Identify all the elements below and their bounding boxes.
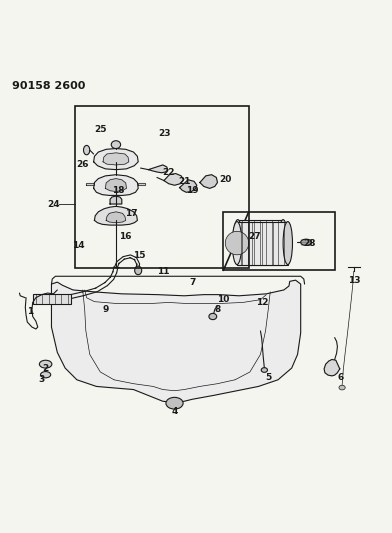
Polygon shape	[324, 359, 340, 376]
Ellipse shape	[278, 220, 288, 265]
Ellipse shape	[166, 398, 183, 409]
Text: 8: 8	[214, 305, 221, 314]
Ellipse shape	[232, 222, 242, 264]
Ellipse shape	[111, 141, 121, 149]
Ellipse shape	[233, 220, 243, 265]
Text: 16: 16	[120, 232, 132, 241]
Ellipse shape	[209, 313, 217, 320]
Polygon shape	[200, 175, 218, 188]
Ellipse shape	[261, 368, 267, 373]
Polygon shape	[86, 183, 94, 185]
Ellipse shape	[232, 232, 237, 237]
Ellipse shape	[232, 248, 237, 252]
Text: 9: 9	[103, 305, 109, 314]
Text: 19: 19	[186, 186, 198, 195]
Text: 12: 12	[256, 298, 269, 307]
Text: 3: 3	[38, 375, 45, 384]
Polygon shape	[106, 212, 126, 223]
Text: 2: 2	[42, 364, 49, 373]
Ellipse shape	[135, 266, 142, 274]
Polygon shape	[105, 179, 127, 191]
Polygon shape	[103, 153, 129, 165]
Text: 13: 13	[348, 276, 361, 285]
Ellipse shape	[232, 230, 253, 255]
Ellipse shape	[225, 231, 249, 255]
Ellipse shape	[39, 360, 52, 368]
Polygon shape	[164, 174, 183, 185]
Bar	[75, 107, 249, 269]
Text: 22: 22	[162, 168, 175, 177]
Polygon shape	[94, 206, 138, 225]
Text: 90158 2600: 90158 2600	[13, 81, 86, 91]
Text: 1: 1	[27, 307, 33, 316]
Polygon shape	[94, 149, 138, 169]
Ellipse shape	[301, 239, 312, 245]
Text: 28: 28	[303, 239, 316, 247]
Text: 14: 14	[73, 240, 85, 249]
Ellipse shape	[232, 240, 237, 244]
Text: 4: 4	[171, 407, 178, 416]
Polygon shape	[180, 180, 197, 192]
Bar	[223, 212, 335, 270]
Text: 5: 5	[265, 373, 271, 382]
Polygon shape	[94, 175, 138, 196]
Text: 21: 21	[178, 177, 191, 186]
Text: 15: 15	[133, 252, 145, 261]
Ellipse shape	[40, 372, 51, 378]
Polygon shape	[148, 165, 168, 173]
Bar	[237, 222, 288, 264]
Text: 10: 10	[217, 295, 230, 304]
Text: 11: 11	[156, 266, 169, 276]
Text: 17: 17	[125, 209, 138, 219]
Polygon shape	[138, 183, 145, 185]
Text: 27: 27	[248, 232, 261, 241]
Polygon shape	[110, 196, 122, 204]
Text: 23: 23	[158, 129, 171, 138]
Text: 24: 24	[47, 199, 60, 208]
Text: 18: 18	[112, 186, 124, 195]
Ellipse shape	[283, 222, 292, 264]
Bar	[238, 220, 283, 265]
Text: 26: 26	[76, 160, 89, 168]
Polygon shape	[51, 280, 301, 402]
Ellipse shape	[339, 385, 345, 390]
Text: 6: 6	[338, 373, 344, 382]
Ellipse shape	[83, 146, 90, 155]
Text: 7: 7	[189, 278, 195, 287]
Bar	[33, 294, 71, 304]
Text: 20: 20	[219, 175, 232, 184]
Text: 25: 25	[94, 125, 107, 134]
